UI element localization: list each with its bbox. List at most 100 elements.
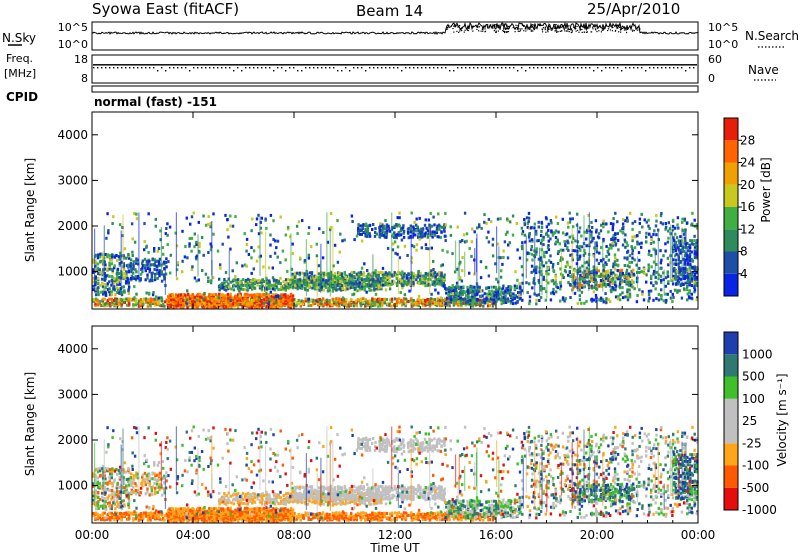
velocity-cell — [92, 513, 95, 517]
power-cell — [460, 303, 463, 307]
nsky-frame — [91, 21, 699, 51]
power-cell — [399, 291, 402, 294]
power-cell — [471, 304, 475, 308]
power-cell — [393, 280, 396, 284]
power-cell — [314, 275, 318, 279]
power-cell — [441, 263, 444, 267]
power-cell — [690, 275, 693, 279]
power-cell — [532, 281, 535, 285]
power-cell — [113, 266, 116, 270]
power-cell — [667, 263, 670, 267]
power-cell — [262, 297, 266, 301]
power-cell — [244, 279, 248, 282]
power-cell — [225, 299, 228, 303]
power-cell — [509, 299, 512, 303]
power-cell — [144, 278, 147, 282]
power-cell — [269, 243, 272, 247]
nsky-point — [509, 25, 511, 27]
power-cell — [412, 284, 415, 288]
power-cell — [479, 260, 483, 264]
power-cell — [234, 297, 237, 301]
power-cell — [183, 255, 187, 259]
nsky-point — [614, 30, 616, 32]
power-cell — [562, 276, 565, 279]
nsky-point — [532, 30, 534, 32]
power-cell — [661, 222, 664, 226]
nsky-point — [626, 28, 629, 31]
power-cell — [221, 283, 224, 287]
power-cell — [307, 297, 310, 301]
power-cell — [107, 231, 110, 235]
power-cell — [583, 278, 586, 281]
freq-point — [553, 67, 555, 69]
power-cell — [117, 278, 121, 282]
power-cell — [146, 267, 149, 270]
power-cell — [151, 271, 154, 275]
power-cell — [412, 282, 415, 286]
power-cell — [142, 297, 146, 301]
power-cell — [400, 273, 403, 277]
power-cell — [376, 277, 380, 281]
power-cell — [277, 296, 281, 300]
power-cell — [373, 287, 376, 291]
power-cell — [478, 225, 481, 229]
power-cell — [388, 274, 392, 278]
power-streak — [175, 212, 177, 277]
power-cell — [595, 271, 598, 275]
velocity-cell — [94, 516, 97, 520]
power-cell — [654, 280, 657, 284]
power-cell — [466, 300, 469, 304]
power-cell — [578, 267, 581, 271]
power-cell — [224, 213, 227, 217]
power-cell — [602, 222, 605, 225]
power-cell — [587, 227, 590, 231]
power-cell — [333, 243, 337, 247]
power-cell — [253, 293, 256, 297]
power-cell — [350, 214, 354, 218]
power-cell — [246, 287, 250, 291]
power-cell — [614, 256, 617, 260]
power-cell — [483, 292, 486, 296]
power-cell — [362, 223, 365, 227]
power-cell — [638, 270, 641, 274]
nsky-point — [623, 27, 625, 29]
power-cell — [148, 270, 151, 274]
power-cell — [359, 297, 363, 301]
power-cell — [609, 222, 613, 226]
power-cell — [592, 290, 596, 294]
freq-point — [101, 67, 103, 69]
power-cell — [279, 215, 282, 219]
nsky-point — [453, 31, 455, 33]
power-cell — [356, 282, 359, 286]
power-cell — [630, 269, 633, 273]
power-cell — [244, 299, 247, 303]
power-cell — [368, 232, 371, 236]
power-cell — [402, 297, 406, 301]
power-cell — [265, 281, 269, 285]
power-cell — [158, 269, 161, 273]
power-cell — [338, 280, 341, 283]
power-cell — [409, 224, 412, 228]
power-cell — [485, 296, 488, 300]
power-cell — [379, 277, 382, 281]
power-cell — [624, 219, 627, 223]
nsky-point — [495, 24, 497, 26]
power-cell — [473, 293, 477, 297]
power-cell — [118, 297, 122, 301]
freq-point — [401, 70, 403, 72]
power-cell — [610, 290, 613, 294]
nsky-point — [503, 30, 506, 33]
nsky-point — [568, 25, 570, 27]
power-cell — [500, 287, 503, 291]
power-cell — [402, 231, 405, 235]
power-cell — [475, 297, 479, 301]
power-cell — [338, 299, 341, 303]
power-cell — [94, 264, 97, 268]
power-cell — [473, 230, 476, 234]
power-cell — [120, 273, 124, 277]
power-cell — [693, 249, 696, 253]
velocity-cell — [149, 514, 153, 518]
power-cell — [98, 299, 102, 303]
power-cell — [611, 241, 614, 245]
power-cell — [579, 269, 582, 273]
